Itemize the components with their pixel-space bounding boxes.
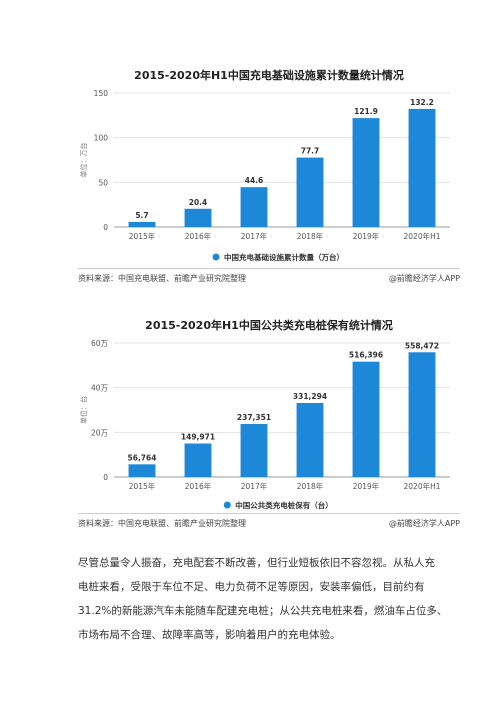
y-tick-label: 0 — [103, 223, 108, 232]
y-axis-label: 单位：万台 — [79, 143, 88, 178]
legend-label: 中国充电基础设施累计数量（万台） — [224, 252, 344, 262]
data-label: 237,351 — [237, 413, 271, 422]
divider — [78, 513, 460, 514]
chart-title: 2015-2020年H1中国充电基础设施累计数量统计情况 — [134, 69, 404, 82]
data-label: 44.6 — [245, 176, 264, 185]
legend-label: 中国公共类充电桩保有（台） — [235, 500, 333, 510]
y-tick-label: 20万 — [91, 428, 109, 437]
x-tick-label: 2020年H1 — [404, 481, 441, 491]
x-tick-label: 2020年H1 — [404, 231, 441, 241]
bar — [352, 118, 380, 227]
bar — [296, 403, 324, 477]
bar — [408, 108, 436, 227]
x-tick-label: 2016年 — [185, 231, 212, 241]
data-label: 558,472 — [405, 341, 439, 350]
x-tick-label: 2015年 — [129, 481, 156, 491]
bar-chart-charging-infrastructure: 0 50 100 150 单位：万台 5.7 2015年 20.4 2016年 44.6 2017年… — [79, 89, 450, 262]
bar — [240, 187, 268, 227]
data-label: 516,396 — [349, 351, 383, 360]
paragraph-line: 电桩来看，受限于车位不足、电力负荷不足等原因，安装率偏低，目前约有 — [78, 581, 425, 593]
x-tick-label: 2015年 — [129, 231, 156, 241]
data-label: 331,294 — [293, 392, 327, 401]
data-label: 77.7 — [301, 147, 320, 156]
x-tick-label: 2018年 — [297, 231, 324, 241]
source-watermark: @前瞻经济学人APP — [388, 519, 460, 528]
y-tick-label: 40万 — [91, 384, 109, 393]
article-paragraph: 尽管总量令人振奋，充电配套不断改善，但行业短板依旧不容忽视。从私人充 电桩来看，… — [78, 551, 458, 647]
y-tick-label: 150 — [94, 89, 109, 98]
legend-marker — [212, 253, 220, 261]
bar — [408, 352, 436, 477]
paragraph-line: 市场布局不合理、故障率高等，影响着用户的充电体验。 — [78, 629, 341, 641]
x-tick-label: 2019年 — [353, 481, 380, 491]
x-tick-label: 2017年 — [241, 231, 268, 241]
x-tick-label: 2017年 — [241, 481, 268, 491]
divider — [78, 268, 460, 269]
x-tick-label: 2016年 — [185, 481, 212, 491]
chart-title: 2015-2020年H1中国公共类充电桩保有统计情况 — [145, 319, 393, 332]
paragraph-line: 31.2%的新能源汽车未能随车配建充电桩；从公共充电桩来看，燃油车占位多、 — [78, 605, 448, 617]
source-watermark: @前瞻经济学人APP — [388, 274, 460, 283]
data-label: 20.4 — [189, 198, 208, 207]
paragraph-line: 尽管总量令人振奋，充电配套不断改善，但行业短板依旧不容忽视。从私人充 — [78, 557, 435, 569]
y-tick-label: 0 — [103, 473, 108, 482]
y-tick-label: 60万 — [91, 339, 109, 348]
bar — [352, 361, 380, 477]
bar — [128, 221, 156, 227]
source-text: 资料来源：中国充电联盟、前瞻产业研究院整理 — [78, 519, 246, 528]
data-label: 5.7 — [135, 211, 148, 220]
y-axis-label: 单位：台 — [79, 396, 88, 424]
y-tick-label: 100 — [94, 134, 109, 143]
legend-marker — [223, 501, 231, 509]
data-label: 56,764 — [128, 453, 157, 462]
bar — [184, 208, 212, 227]
chart-card-charging-infrastructure: 2015-2020年H1中国充电基础设施累计数量统计情况 0 50 100 150 单位… — [78, 55, 460, 287]
source-text: 资料来源：中国充电联盟、前瞻产业研究院整理 — [78, 274, 246, 283]
x-tick-label: 2019年 — [353, 231, 380, 241]
x-tick-label: 2018年 — [297, 481, 324, 491]
data-label: 121.9 — [354, 107, 378, 116]
data-label: 132.2 — [410, 98, 434, 107]
chart-card-public-charging-piles: 2015-2020年H1中国公共类充电桩保有统计情况 0 20万 40万 60万单位：… — [78, 305, 460, 535]
bar — [296, 157, 324, 227]
bar — [128, 464, 156, 477]
y-tick-label: 50 — [98, 178, 108, 187]
bar — [184, 443, 212, 477]
bar — [240, 423, 268, 477]
data-label: 149,971 — [181, 433, 215, 442]
